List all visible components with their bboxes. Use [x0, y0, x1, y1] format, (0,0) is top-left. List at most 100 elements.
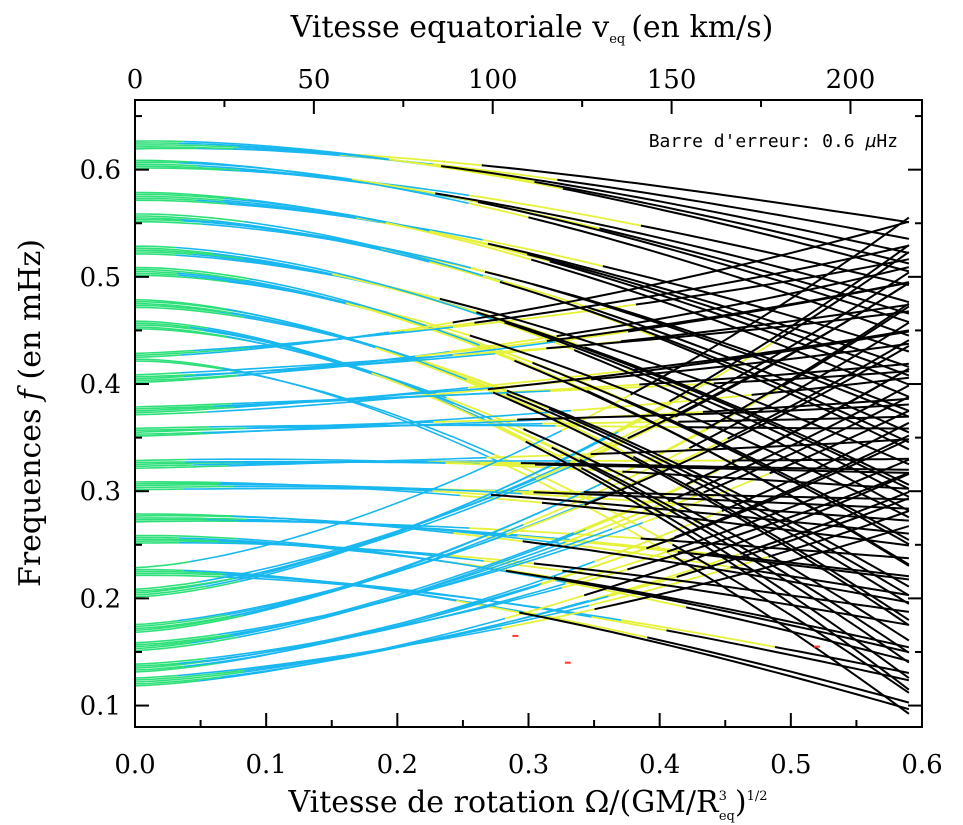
- mode-line-segment: [134, 542, 179, 545]
- mode-line-segment: [134, 266, 250, 280]
- mode-line-segment: [702, 397, 909, 413]
- mode-line-segment: [134, 405, 227, 412]
- mode-line-segment: [135, 270, 177, 274]
- mode-line-segment: [134, 619, 178, 626]
- mode-line-segment: [134, 680, 199, 687]
- mode-line-segment: [135, 268, 245, 281]
- mode-line-segment: [134, 669, 245, 681]
- mode-line-segment: [134, 349, 194, 355]
- mode-line-segment: [477, 201, 910, 324]
- mode-line-segment: [414, 357, 550, 410]
- mode-line-segment: [196, 199, 381, 224]
- mode-line-segment: [135, 253, 176, 256]
- mode-line-segment: [219, 169, 470, 197]
- mode-line-segment: [134, 538, 219, 542]
- mode-line-segment: [523, 447, 690, 526]
- mode-line-segment: [630, 216, 910, 396]
- mode-line-segment: [134, 458, 189, 462]
- mode-line-segment: [676, 497, 910, 578]
- mode-line-segment: [134, 674, 178, 679]
- mode-line-segment: [134, 140, 185, 143]
- mode-line-segment: [206, 586, 563, 660]
- mode-line-segment: [496, 320, 575, 351]
- mode-line-segment: [435, 192, 910, 304]
- mode-line-segment: [487, 330, 910, 391]
- mode-line-segment: [180, 218, 504, 283]
- mode-line-segment: [678, 415, 909, 423]
- mode-line-segment: [134, 615, 231, 630]
- mode-line-segment: [189, 161, 469, 205]
- mode-line-segment: [134, 167, 220, 171]
- mode-line-segment: [135, 197, 197, 201]
- x-axis-title: Vitesse de rotation Ω/(GM/R3 eq)1/2: [287, 785, 767, 824]
- mode-line-segment: [135, 513, 232, 517]
- mode-line-segment: [134, 249, 244, 260]
- y-tick-label: 0.1: [80, 692, 121, 722]
- mode-line-segment: [134, 145, 234, 150]
- mode-line-segment: [590, 438, 909, 456]
- mode-line-segment: [751, 376, 910, 396]
- mode-line-segment: [571, 394, 752, 412]
- mode-line-segment: [206, 396, 405, 413]
- mode-line-segment: [134, 572, 222, 576]
- mode-line-segment: [533, 283, 910, 418]
- mode-line-segment: [589, 415, 676, 459]
- mode-line-segment: [135, 165, 241, 171]
- mode-line-segment: [686, 367, 910, 486]
- mode-line-segment: [177, 627, 502, 677]
- mode-line-segment: [505, 569, 910, 654]
- mode-line-segment: [193, 326, 454, 352]
- axis-ticks: 0.0 0.1 0.2 0.3 0.4 0.5 0.6 0.1 0.2 0.3 0.4 0.5 0.6 0…: [80, 65, 943, 780]
- mode-line-segment: [549, 260, 910, 386]
- mode-line-segment: [134, 534, 239, 540]
- mode-line-segment: [460, 494, 543, 504]
- x-tick-label: 0.4: [639, 750, 680, 780]
- mode-line-segment: [433, 418, 518, 423]
- mode-line-segment: [667, 384, 910, 503]
- mode-line-segment: [621, 619, 776, 648]
- mode-line-segment: [134, 354, 181, 358]
- mode-line-segment: [134, 405, 214, 410]
- mode-line-segment: [602, 265, 910, 353]
- mode-line-segment: [134, 461, 185, 464]
- mode-line-segment: [599, 227, 910, 315]
- mode-line-segment: [584, 345, 910, 506]
- mode-line-segment: [134, 570, 226, 575]
- mode-line-segment: [533, 491, 909, 510]
- mode-line-segment: [134, 427, 247, 432]
- mode-line-segment: [134, 375, 185, 380]
- mode-line-segment: [565, 550, 668, 585]
- mode-line-segment: [730, 566, 910, 597]
- mode-line-segment: [490, 493, 909, 535]
- mode-line-segment: [768, 510, 910, 558]
- mode-line-segment: [134, 299, 226, 310]
- mode-line-segment: [134, 633, 218, 644]
- mode-line-segment: [387, 311, 471, 337]
- mode-line-segment: [134, 326, 227, 338]
- mode-line-segment: [482, 238, 604, 267]
- x2-tick-label: 50: [297, 65, 330, 95]
- mode-line-segment: [522, 540, 910, 604]
- mode-line-segment: [562, 569, 910, 626]
- mode-line-segment: [222, 576, 622, 621]
- mode-line-segment: [517, 535, 678, 553]
- mode-line-segment: [627, 471, 910, 571]
- mode-line-segment: [589, 555, 769, 607]
- mode-line-segment: [468, 202, 529, 219]
- mode-line-segment: [583, 473, 910, 597]
- mode-line-segment: [134, 657, 207, 665]
- mode-line-segment: [481, 164, 910, 224]
- y-tick-label: 0.3: [80, 477, 121, 507]
- mode-line-segment: [134, 580, 241, 598]
- y-tick-label: 0.4: [80, 370, 121, 400]
- mode-line-segment: [519, 611, 910, 711]
- mode-line-segment: [210, 219, 430, 263]
- mode-line-segment: [242, 595, 609, 673]
- mode-line-segment: [523, 428, 910, 642]
- mode-line-segment: [640, 537, 909, 560]
- mode-line-segment: [591, 616, 667, 632]
- mode-line-segment: [134, 636, 239, 652]
- mode-line-segment: [134, 274, 228, 283]
- mode-line-segment: [550, 382, 714, 392]
- mode-line-segment: [134, 585, 191, 594]
